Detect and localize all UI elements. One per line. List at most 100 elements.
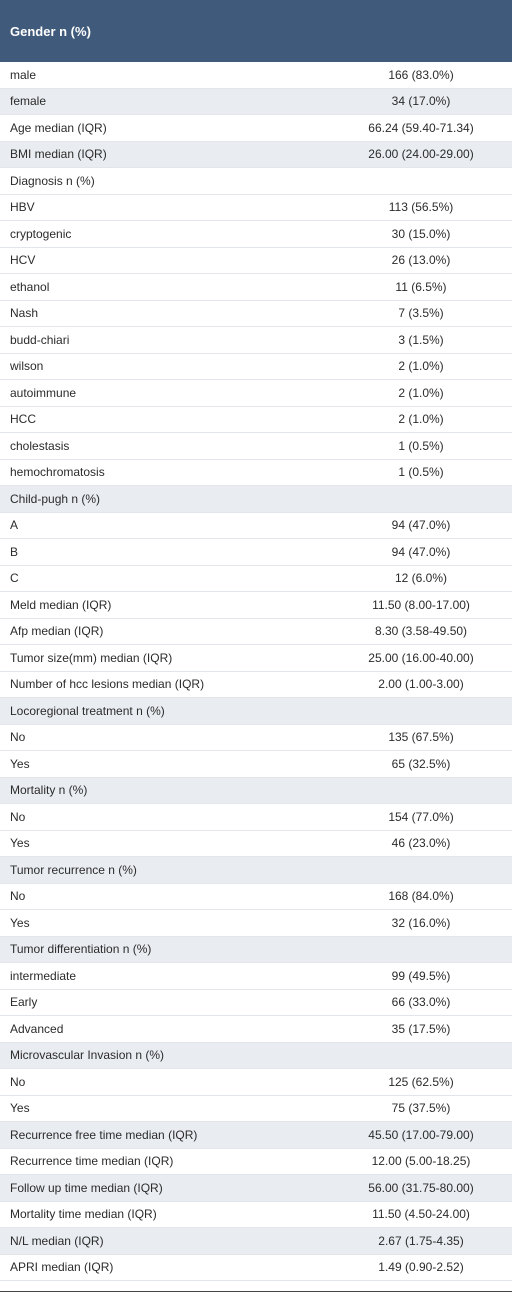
row-label: Recurrence free time median (IQR) — [10, 1127, 198, 1142]
row-value: 11 (6.5%) — [395, 279, 447, 294]
header-title: Gender n (%) — [10, 23, 91, 39]
table-row: Nash 7 (3.5%) — [0, 301, 512, 327]
row-label: cholestasis — [10, 438, 70, 453]
table-row: Mortality n (%) — [0, 777, 512, 804]
row-label: Meld median (IQR) — [10, 597, 112, 612]
row-label: Tumor differentiation n (%) — [10, 942, 152, 957]
table-row: Advanced 35 (17.5%) — [0, 1016, 512, 1043]
row-label: Mortality time median (IQR) — [10, 1207, 157, 1222]
row-value: 1 (0.5%) — [398, 438, 444, 453]
table-body: male 166 (83.0%) female 34 (17.0%) Age media… — [0, 62, 512, 1281]
row-value: 32 (16.0%) — [391, 915, 451, 930]
row-value: 7 (3.5%) — [398, 306, 444, 321]
row-label: Recurrence time median (IQR) — [10, 1154, 174, 1169]
row-value: 154 (77.0%) — [388, 809, 454, 824]
table-row: Yes 65 (32.5%) — [0, 751, 512, 778]
row-label: Advanced — [10, 1021, 64, 1036]
row-value: 56.00 (31.75-80.00) — [368, 1180, 474, 1195]
table-row: HBV 113 (56.5%) — [0, 195, 512, 221]
table-row: wilson 2 (1.0%) — [0, 354, 512, 380]
row-label: No — [10, 889, 26, 904]
table-row: Mortality time median (IQR) 11.50 (4.50-2… — [0, 1202, 512, 1228]
row-value: 46 (23.0%) — [391, 836, 451, 851]
table-row: Early 66 (33.0%) — [0, 990, 512, 1016]
row-label: ethanol — [10, 279, 50, 294]
row-label: HCV — [10, 253, 36, 268]
row-label: HBV — [10, 200, 35, 215]
row-label: Yes — [10, 915, 30, 930]
table-row: budd-chiari 3 (1.5%) — [0, 327, 512, 354]
row-value: 3 (1.5%) — [398, 332, 444, 347]
table-row: female 34 (17.0%) — [0, 88, 512, 115]
row-label: hemochromatosis — [10, 465, 105, 480]
row-label: wilson — [10, 359, 44, 374]
row-label: Diagnosis n (%) — [10, 173, 95, 188]
row-value: 11.50 (8.00-17.00) — [372, 597, 470, 612]
table-header: Gender n (%) — [0, 0, 512, 62]
row-value: 1.49 (0.90-2.52) — [378, 1260, 464, 1275]
row-label: C — [10, 571, 19, 586]
table-row: BMI median (IQR) 26.00 (24.00-29.00) — [0, 141, 512, 168]
table-row: intermediate 99 (49.5%) — [0, 963, 512, 990]
row-value: 2.00 (1.00-3.00) — [378, 677, 464, 692]
table-row: Diagnosis n (%) — [0, 168, 512, 195]
row-label: Tumor recurrence n (%) — [10, 862, 137, 877]
table-row: No 168 (84.0%) — [0, 884, 512, 910]
table-row: cryptogenic 30 (15.0%) — [0, 221, 512, 248]
table-row: APRI median (IQR) 1.49 (0.90-2.52) — [0, 1255, 512, 1281]
row-label: N/L median (IQR) — [10, 1233, 104, 1248]
row-value: 12 (6.0%) — [394, 571, 448, 586]
table-row: HCC 2 (1.0%) — [0, 407, 512, 433]
statistics-table: Gender n (%) male 166 (83.0%) female 34 (17… — [0, 0, 512, 1292]
table-row: Number of hcc lesions median (IQR) 2.00 (… — [0, 672, 512, 698]
row-value: 135 (67.5%) — [388, 730, 454, 745]
row-label: BMI median (IQR) — [10, 147, 107, 162]
row-value: 45.50 (17.00-79.00) — [368, 1127, 474, 1142]
table-row: No 135 (67.5%) — [0, 725, 512, 751]
row-value: 113 (56.5%) — [388, 200, 454, 215]
table-row: Age median (IQR) 66.24 (59.40-71.34) — [0, 115, 512, 142]
row-label: Nash — [10, 306, 39, 321]
table-row: Meld median (IQR) 11.50 (8.00-17.00) — [0, 592, 512, 619]
row-label: Age median (IQR) — [10, 120, 107, 135]
table-row: Tumor recurrence n (%) — [0, 857, 512, 884]
row-value: 2.67 (1.75-4.35) — [378, 1233, 464, 1248]
row-value: 12.00 (5.00-18.25) — [371, 1154, 471, 1169]
table-row: C 12 (6.0%) — [0, 566, 512, 592]
row-label: autoimmune — [10, 385, 77, 400]
table-row: Follow up time median (IQR) 56.00 (31.75-… — [0, 1175, 512, 1202]
table-row: Tumor differentiation n (%) — [0, 936, 512, 963]
row-label: Early — [10, 995, 38, 1010]
table-row: HCV 26 (13.0%) — [0, 248, 512, 274]
row-value: 8.30 (3.58-49.50) — [374, 624, 468, 639]
row-label: Follow up time median (IQR) — [10, 1180, 163, 1195]
table-row: Locoregional treatment n (%) — [0, 698, 512, 725]
row-value: 75 (37.5%) — [391, 1101, 451, 1116]
table-row: Recurrence time median (IQR) 12.00 (5.00-… — [0, 1149, 512, 1175]
row-label: No — [10, 809, 26, 824]
table-row: Child-pugh n (%) — [0, 486, 512, 513]
table-row: ethanol 11 (6.5%) — [0, 274, 512, 301]
row-label: budd-chiari — [10, 332, 70, 347]
row-value: 94 (47.0%) — [391, 518, 451, 533]
row-label: cryptogenic — [10, 226, 72, 241]
row-label: Child-pugh n (%) — [10, 491, 101, 506]
table-row: Microvascular Invasion n (%) — [0, 1042, 512, 1069]
table-row: No 125 (62.5%) — [0, 1069, 512, 1096]
row-value: 26.00 (24.00-29.00) — [368, 147, 474, 162]
row-value: 99 (49.5%) — [391, 968, 451, 983]
table-row: Yes 46 (23.0%) — [0, 831, 512, 857]
row-label: intermediate — [10, 968, 77, 983]
table-row: Yes 32 (16.0%) — [0, 910, 512, 937]
row-label: Yes — [10, 1101, 30, 1116]
row-value: 25.00 (16.00-40.00) — [368, 650, 474, 665]
row-label: B — [10, 544, 19, 559]
row-value: 66 (33.0%) — [391, 995, 451, 1010]
table-row: Afp median (IQR) 8.30 (3.58-49.50) — [0, 619, 512, 645]
table-row: Recurrence free time median (IQR) 45.50 (… — [0, 1122, 512, 1149]
table-row: Tumor size(mm) median (IQR) 25.00 (16.00-… — [0, 645, 512, 672]
row-value: 94 (47.0%) — [391, 544, 451, 559]
row-label: A — [10, 518, 19, 533]
row-label: APRI median (IQR) — [10, 1260, 114, 1275]
row-value: 35 (17.5%) — [391, 1021, 451, 1036]
